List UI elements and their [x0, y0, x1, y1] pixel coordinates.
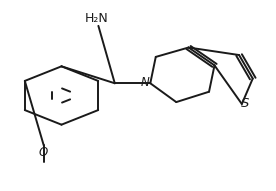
- Text: S: S: [241, 96, 249, 109]
- Text: H₂N: H₂N: [85, 12, 109, 25]
- Text: O: O: [39, 146, 48, 159]
- Text: N: N: [140, 76, 149, 89]
